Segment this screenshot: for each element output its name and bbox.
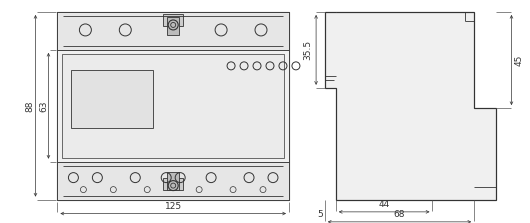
Text: 44: 44: [378, 200, 390, 209]
Text: 63: 63: [39, 100, 48, 112]
Text: 88: 88: [25, 100, 34, 112]
Bar: [163, 14, 183, 26]
Bar: [163, 178, 183, 190]
Polygon shape: [325, 12, 496, 200]
Bar: [72, 70, 153, 128]
Text: 35.5: 35.5: [304, 40, 313, 60]
Text: 125: 125: [165, 202, 182, 211]
Bar: [57, 162, 289, 200]
Bar: [57, 12, 289, 50]
Bar: [57, 50, 289, 162]
Text: 68: 68: [394, 210, 405, 219]
Text: 45: 45: [515, 54, 524, 66]
Bar: [167, 172, 179, 190]
Text: 5: 5: [317, 210, 323, 219]
Bar: [57, 12, 289, 200]
Bar: [167, 17, 179, 35]
Bar: [63, 54, 284, 158]
